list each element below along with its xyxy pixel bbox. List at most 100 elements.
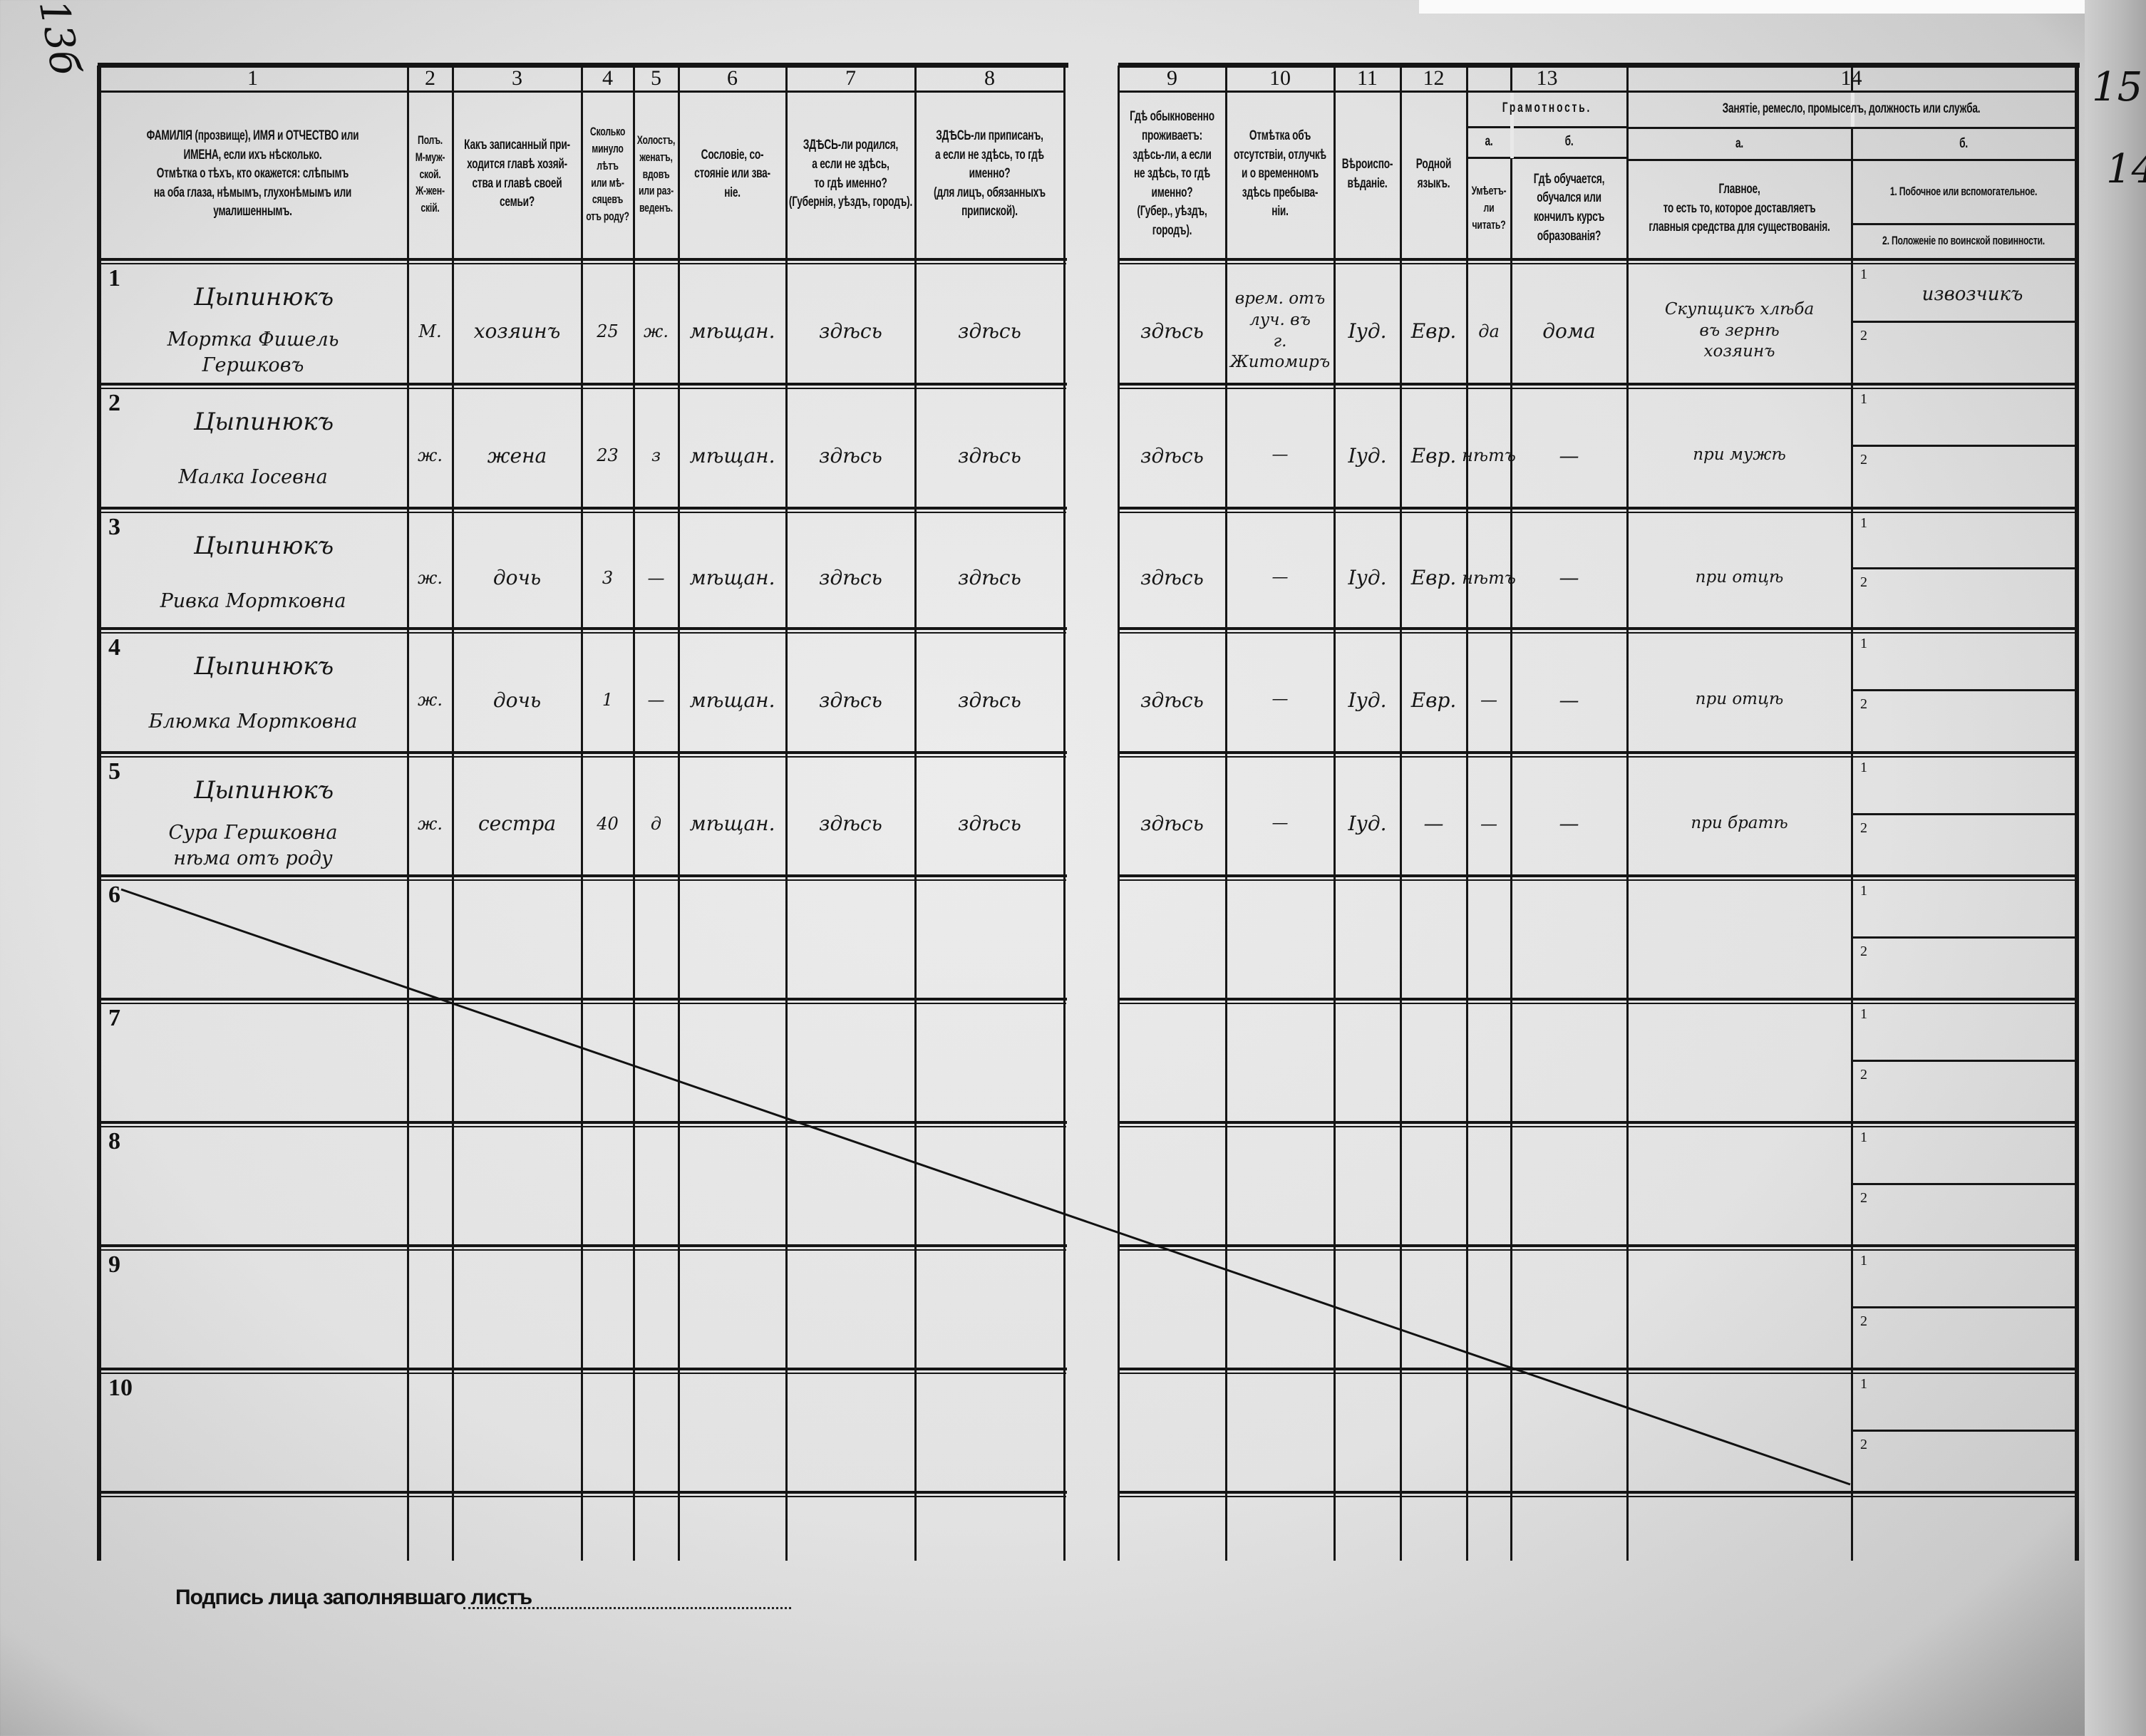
given-names[interactable]: Мортка Фишель Гершковъ [167,329,339,376]
cell-religion[interactable]: Іуд. [1348,443,1387,467]
cell-registered[interactable]: здѣсь [958,566,1021,589]
cell-estate[interactable]: мѣщан. [689,443,775,467]
row-number: 6 [108,882,120,908]
cell-age[interactable]: 40 [597,813,619,834]
row-divider [98,507,1067,510]
cell-language[interactable]: Евр. [1410,443,1457,467]
row-number: 7 [108,1005,120,1031]
cell-age[interactable]: 25 [597,321,619,341]
cell-born[interactable]: здѣсь [819,443,882,467]
cell-literate[interactable]: нѣтъ [1462,445,1516,465]
cell-born[interactable]: здѣсь [819,688,882,712]
cell-language[interactable]: Евр. [1410,566,1457,589]
cell-estate[interactable]: мѣщан. [689,319,775,343]
given-names[interactable]: Сура Гершковна нѣма отъ роду [168,822,338,869]
cell-registered[interactable]: здѣсь [958,319,1021,343]
cell-born[interactable]: здѣсь [819,566,882,589]
subrow-split-line [1852,1183,2075,1185]
surname[interactable]: Цыпинюкъ [193,776,334,805]
cell-estate[interactable]: мѣщан. [689,566,775,589]
given-names[interactable]: Блюмка Мортковна [148,710,358,733]
cell-residence[interactable]: здѣсь [1140,443,1204,467]
cell-relation[interactable]: дочь [492,688,542,712]
cell-relation[interactable]: жена [487,443,547,467]
cell-sex[interactable]: ж. [418,445,443,465]
cell-residence[interactable]: здѣсь [1140,319,1204,343]
cell-sex[interactable]: М. [418,321,442,341]
row-divider [1118,1121,2078,1124]
column-header: ЗДѢСЬ-ли родился, а если не здѣсь, то гд… [788,138,913,210]
cell-sex[interactable]: ж. [418,690,443,710]
column-header: Сословіе, со- стояніе или зва- ніе. [694,147,770,200]
signature-field[interactable] [463,1607,791,1609]
cell-absence[interactable]: — [1271,567,1289,587]
cell-born[interactable]: здѣсь [819,812,882,835]
given-names[interactable]: Ривка Мортковна [160,589,346,612]
cell-relation[interactable]: сестра [478,812,557,835]
column-number: 14 [1840,66,1862,90]
cell-language[interactable]: — [1423,812,1444,835]
cell-education[interactable]: — [1559,812,1579,835]
cell-age[interactable]: 23 [597,445,619,465]
column-number: 6 [727,66,738,90]
cell-estate[interactable]: мѣщан. [689,812,775,835]
cell-religion[interactable]: Іуд. [1348,688,1387,712]
group13-b-letter: б. [1564,133,1574,149]
cell-absence[interactable]: — [1271,445,1289,465]
cell-literate[interactable]: да [1478,321,1500,341]
cell-religion[interactable]: Іуд. [1348,319,1387,343]
table-vertical-line [1626,66,1629,1561]
cell-education[interactable]: — [1559,688,1579,712]
cell-marital[interactable]: з [651,445,661,465]
cell-sex[interactable]: ж. [418,567,443,588]
cell-relation[interactable]: дочь [492,566,542,589]
table-top-border [1118,63,2080,68]
surname[interactable]: Цыпинюкъ [193,408,334,436]
cell-secondary[interactable]: извозчикъ [1921,284,2023,306]
cell-language[interactable]: Евр. [1410,319,1457,343]
cell-occupation[interactable]: Скупщикъ хлѣба въ зернѣ хозяинъ [1664,299,1815,361]
cell-registered[interactable]: здѣсь [958,443,1021,467]
cell-occupation[interactable]: при мужѣ [1693,445,1786,465]
cell-religion[interactable]: Іуд. [1348,812,1387,835]
cell-religion[interactable]: Іуд. [1348,566,1387,589]
cell-absence[interactable]: врем. отъ луч. въ г. Житомиръ [1229,289,1331,372]
surname[interactable]: Цыпинюкъ [193,283,334,311]
cell-age[interactable]: 1 [602,690,614,710]
number-row-line [98,91,1064,93]
row-divider [98,383,1067,386]
cell-marital[interactable]: — [647,690,665,710]
cell-relation[interactable]: хозяинъ [473,319,561,343]
cell-residence[interactable]: здѣсь [1140,566,1204,589]
cell-marital[interactable]: д [650,813,662,834]
subrow-split-line [1852,1306,2075,1308]
cell-registered[interactable]: здѣсь [958,812,1021,835]
given-names[interactable]: Малка Іосевна [178,465,328,488]
surname[interactable]: Цыпинюкъ [193,652,334,681]
cell-occupation[interactable]: при отцѣ [1695,567,1784,587]
cell-marital[interactable]: ж. [644,321,669,341]
row-number: 2 [108,390,120,416]
cell-literate[interactable]: нѣтъ [1462,567,1516,588]
cell-education[interactable]: — [1559,566,1579,589]
cell-marital[interactable]: — [647,567,665,588]
cell-literate[interactable]: — [1480,813,1497,834]
surname[interactable]: Цыпинюкъ [193,532,334,560]
cell-occupation[interactable]: при братѣ [1691,813,1788,832]
cell-residence[interactable]: здѣсь [1140,812,1204,835]
cell-absence[interactable]: — [1271,813,1289,832]
cell-literate[interactable]: — [1480,690,1497,710]
cell-estate[interactable]: мѣщан. [689,688,775,712]
cell-education[interactable]: дома [1542,319,1596,343]
cell-residence[interactable]: здѣсь [1140,688,1204,712]
table-vertical-line [1063,66,1066,1561]
cell-registered[interactable]: здѣсь [958,688,1021,712]
cell-language[interactable]: Евр. [1410,688,1457,712]
cell-occupation[interactable]: при отцѣ [1695,690,1784,709]
cell-age[interactable]: 3 [602,567,614,588]
cell-education[interactable]: — [1559,443,1579,467]
cell-absence[interactable]: — [1271,690,1289,709]
cell-born[interactable]: здѣсь [819,319,882,343]
cell-sex[interactable]: ж. [418,813,443,834]
